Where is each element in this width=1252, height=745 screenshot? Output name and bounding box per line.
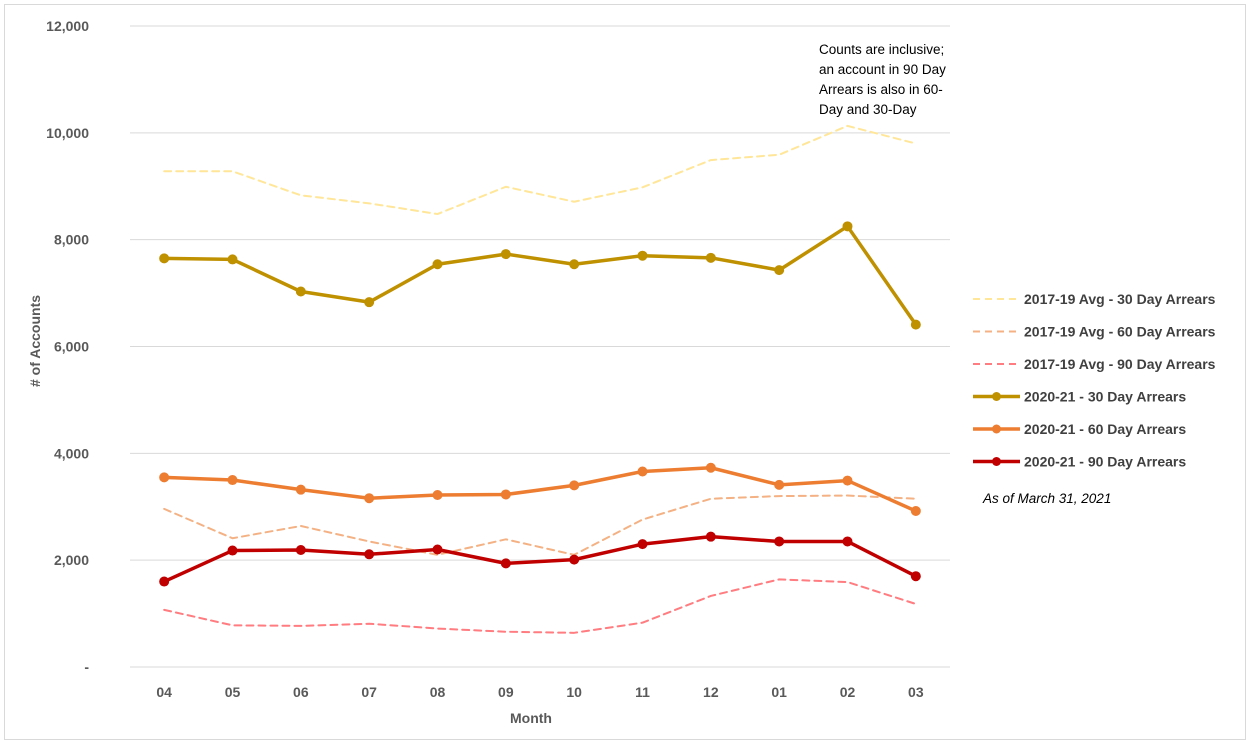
data-point <box>569 259 580 270</box>
data-point <box>569 480 580 491</box>
x-tick-label: 12 <box>703 684 719 700</box>
legend-label: 2020-21 - 60 Day Arrears <box>1024 421 1186 437</box>
legend-marker <box>992 457 1001 466</box>
data-point <box>910 506 921 517</box>
data-point <box>432 544 443 555</box>
x-tick-label: 10 <box>566 684 582 700</box>
legend-marker <box>992 424 1001 434</box>
data-point <box>295 286 306 297</box>
y-tick-label: 12,000 <box>46 18 89 34</box>
data-point <box>227 545 238 556</box>
x-tick-label: 05 <box>225 684 241 700</box>
data-point <box>227 254 238 265</box>
data-point <box>637 250 648 261</box>
legend: 2017-19 Avg - 30 Day Arrears 2017-19 Avg … <box>973 291 1216 470</box>
legend-item: 2017-19 Avg - 30 Day Arrears <box>973 291 1216 307</box>
note-line: an account in 90 Day <box>819 62 946 77</box>
data-point <box>500 558 511 569</box>
series-line <box>162 466 918 513</box>
legend-item: 2020-21 - 60 Day Arrears <box>973 421 1186 437</box>
x-tick-label: 02 <box>840 684 856 700</box>
y-tick-label: 10,000 <box>46 125 89 141</box>
data-point <box>364 549 375 560</box>
legend-item: 2017-19 Avg - 60 Day Arrears <box>973 324 1216 340</box>
data-point <box>432 259 443 270</box>
data-point <box>295 545 306 556</box>
data-point <box>159 253 170 264</box>
gridlines <box>130 25 950 668</box>
note-line: Counts are inclusive; <box>819 42 944 57</box>
y-tick-label: 6,000 <box>54 339 89 355</box>
data-point <box>842 536 853 547</box>
data-point <box>637 466 648 477</box>
data-point <box>569 554 580 565</box>
series-line <box>163 578 917 634</box>
legend-label: 2017-19 Avg - 90 Day Arrears <box>1024 356 1216 372</box>
series-layer <box>159 124 921 634</box>
line-chart: - 2,000 4,000 6,000 8,000 10,000 12,000 04 05 06… <box>27 18 1216 726</box>
legend-item: 2020-21 - 90 Day Arrears <box>973 454 1186 470</box>
x-tick-label: 07 <box>361 684 377 700</box>
data-point <box>705 462 716 473</box>
x-axis-ticks: 04 05 06 07 08 09 10 11 12 01 02 03 <box>156 684 923 700</box>
y-tick-label: 8,000 <box>54 232 89 248</box>
data-point <box>364 297 375 308</box>
x-tick-label: 06 <box>293 684 309 700</box>
series-5 <box>159 462 921 517</box>
legend-marker <box>992 392 1001 401</box>
y-axis-title: # of Accounts <box>27 295 43 387</box>
chart-frame: - 2,000 4,000 6,000 8,000 10,000 12,000 04 05 06… <box>4 4 1246 740</box>
x-tick-label: 08 <box>430 684 446 700</box>
series-3 <box>163 578 917 634</box>
x-axis-title: Month <box>510 710 552 726</box>
series-line <box>162 224 918 327</box>
note-line: Arrears is also in 60- <box>819 82 943 97</box>
legend-label: 2017-19 Avg - 60 Day Arrears <box>1024 324 1216 340</box>
as-of-annotation: As of March 31, 2021 <box>982 491 1111 506</box>
data-point <box>432 489 443 500</box>
data-point <box>774 536 785 547</box>
y-tick-label: - <box>84 659 89 675</box>
series-line <box>163 494 917 556</box>
data-point <box>705 531 716 542</box>
data-point <box>842 221 853 232</box>
data-point <box>500 249 511 260</box>
data-point <box>295 484 306 495</box>
series-1 <box>163 124 917 216</box>
data-point <box>364 493 375 504</box>
data-point <box>227 475 238 486</box>
y-tick-label: 2,000 <box>54 552 89 568</box>
data-point <box>500 489 511 500</box>
series-4 <box>159 221 921 330</box>
note-line: Day and 30-Day <box>819 102 917 117</box>
series-line <box>163 124 917 216</box>
data-point <box>910 571 921 582</box>
y-axis-ticks: - 2,000 4,000 6,000 8,000 10,000 12,000 <box>46 18 89 675</box>
series-2 <box>163 494 917 556</box>
note-annotation: Counts are inclusive; an account in 90 Da… <box>819 42 946 117</box>
series-6 <box>159 531 921 587</box>
y-tick-label: 4,000 <box>54 445 89 461</box>
x-tick-label: 03 <box>908 684 924 700</box>
data-point <box>705 252 716 263</box>
data-point <box>842 475 853 486</box>
data-point <box>637 539 648 550</box>
data-point <box>774 479 785 490</box>
legend-label: 2020-21 - 90 Day Arrears <box>1024 454 1186 470</box>
x-tick-label: 01 <box>771 684 787 700</box>
legend-item: 2017-19 Avg - 90 Day Arrears <box>973 356 1216 372</box>
legend-label: 2017-19 Avg - 30 Day Arrears <box>1024 291 1216 307</box>
x-tick-label: 09 <box>498 684 514 700</box>
data-point <box>159 576 170 587</box>
x-tick-label: 04 <box>156 684 172 700</box>
series-line <box>162 534 918 584</box>
data-point <box>774 265 785 276</box>
legend-label: 2020-21 - 30 Day Arrears <box>1024 389 1186 405</box>
x-tick-label: 11 <box>635 684 650 700</box>
data-point <box>910 319 921 330</box>
data-point <box>159 472 170 483</box>
legend-item: 2020-21 - 30 Day Arrears <box>973 389 1186 405</box>
